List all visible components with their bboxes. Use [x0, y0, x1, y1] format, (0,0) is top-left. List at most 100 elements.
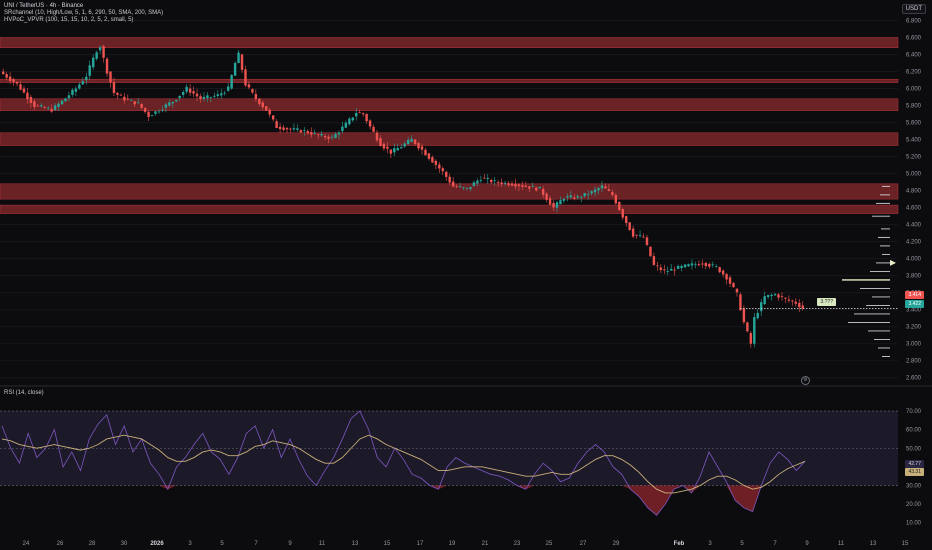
- candle-body: [583, 192, 586, 197]
- candle-body: [365, 114, 368, 122]
- candle-body: [434, 160, 438, 165]
- candle-body: [479, 179, 483, 181]
- price-tick-label: 2.800: [906, 359, 922, 365]
- candle-body: [680, 265, 683, 269]
- candle-body: [413, 139, 417, 145]
- time-tick-label: 29: [613, 541, 620, 547]
- candle-body: [361, 113, 365, 115]
- time-tick-label: 24: [23, 541, 30, 547]
- candle-body: [652, 256, 656, 265]
- candle-body: [8, 76, 12, 81]
- candle-body: [524, 185, 528, 187]
- candle-body: [43, 107, 46, 109]
- candle-body: [216, 94, 219, 97]
- candle-body: [136, 102, 140, 104]
- price-tick-label: 5.400: [906, 138, 922, 144]
- price-tick-label: 4.400: [906, 223, 922, 229]
- candle-body: [614, 194, 618, 204]
- candle-body: [625, 216, 628, 224]
- rsi-label[interactable]: RSI (14, close): [4, 390, 44, 396]
- chart-legend[interactable]: UNI / TetherUS · 4h · Binance SRchannel …: [4, 3, 163, 24]
- candle-body: [226, 86, 230, 91]
- indicator-srchannel[interactable]: SRchannel (10, High/Low, 5, 1, 6, 290, 5…: [4, 10, 164, 16]
- candle-body: [261, 102, 264, 108]
- candle-body: [496, 182, 500, 183]
- candle-body: [29, 97, 33, 103]
- candle-body: [74, 88, 78, 92]
- currency-button[interactable]: USDT: [901, 4, 926, 14]
- candle-body: [766, 295, 770, 297]
- price-tick-label: 6.400: [906, 53, 922, 59]
- candle-body: [209, 96, 213, 98]
- candle-body: [40, 105, 43, 107]
- sr-zone: [0, 98, 899, 111]
- candle-body: [725, 273, 728, 280]
- candle-body: [386, 146, 389, 149]
- rsi-tick-label: 10.00: [906, 521, 922, 527]
- candle-body: [773, 294, 777, 296]
- price-tick-label: 5.600: [906, 121, 922, 127]
- candle-body: [168, 102, 171, 106]
- volume-profile: [842, 185, 896, 357]
- time-tick-label: 9: [288, 541, 292, 547]
- candle-body: [344, 122, 348, 128]
- candle-body: [53, 105, 57, 110]
- price-tick-label: 4.800: [906, 189, 922, 195]
- candle-body: [635, 234, 638, 236]
- candle-body: [12, 79, 15, 83]
- candle-body: [649, 246, 652, 257]
- candle-body: [406, 139, 410, 145]
- candle-body: [555, 202, 559, 208]
- candle-body: [794, 301, 798, 304]
- candle-body: [98, 47, 102, 51]
- candle-body: [458, 186, 462, 188]
- candle-body: [770, 294, 773, 297]
- candle-body: [604, 186, 607, 189]
- candle-body: [143, 107, 147, 112]
- candle-body: [19, 84, 22, 90]
- price-tick-label: 6.800: [906, 19, 922, 25]
- time-axis[interactable]: 24 26 28 30 2026 3 5 7 9 11 13 15 17 19 21 23 25 27 29 Feb 3…: [23, 541, 909, 547]
- candle-body: [562, 198, 566, 201]
- candle-body: [303, 130, 306, 131]
- time-tick-label: 28: [89, 541, 96, 547]
- candle-body: [289, 128, 292, 130]
- candle-body: [213, 95, 216, 97]
- candle-body: [36, 105, 40, 107]
- candle-body: [161, 109, 164, 111]
- candle-body: [552, 202, 555, 208]
- candle-body: [251, 89, 254, 93]
- candle-body: [715, 266, 718, 267]
- candle-body: [708, 263, 711, 267]
- candle-body: [382, 143, 386, 149]
- candle-body: [202, 96, 206, 99]
- time-tick-label: 15: [902, 541, 909, 547]
- candle-body: [278, 126, 282, 130]
- candle-body: [175, 99, 178, 102]
- candle-body: [348, 118, 351, 125]
- candle-body: [206, 95, 209, 99]
- symbol-title[interactable]: UNI / TetherUS · 4h · Binance: [4, 3, 84, 9]
- candle-body: [528, 186, 531, 189]
- time-tick-label: 3: [708, 541, 712, 547]
- sr-zone: [0, 204, 899, 214]
- time-tick-label: 13: [352, 541, 359, 547]
- candle-body: [85, 76, 88, 81]
- price-tick-label: 5.000: [906, 172, 922, 178]
- candle-body: [431, 157, 434, 163]
- candle-body: [507, 183, 510, 186]
- time-tick-label: 7: [254, 541, 258, 547]
- candle-body: [490, 179, 493, 183]
- candle-body: [313, 133, 316, 134]
- candle-body: [64, 98, 67, 102]
- candle-body: [538, 186, 541, 189]
- candle-body: [531, 186, 534, 188]
- price-axis[interactable]: 6.800 6.600 6.400 6.200 6.000 5.800 5.600 5.400…: [906, 19, 922, 382]
- candle-body: [670, 268, 673, 271]
- gear-icon[interactable]: ⚙: [801, 376, 810, 385]
- price-tick-label: 6.200: [906, 70, 922, 76]
- indicator-vpvr[interactable]: HVPoC_VPVR (100, 15, 15, 10, 2, 5, 2, sm…: [4, 17, 134, 23]
- candle-body: [147, 111, 150, 117]
- candle-body: [358, 112, 361, 114]
